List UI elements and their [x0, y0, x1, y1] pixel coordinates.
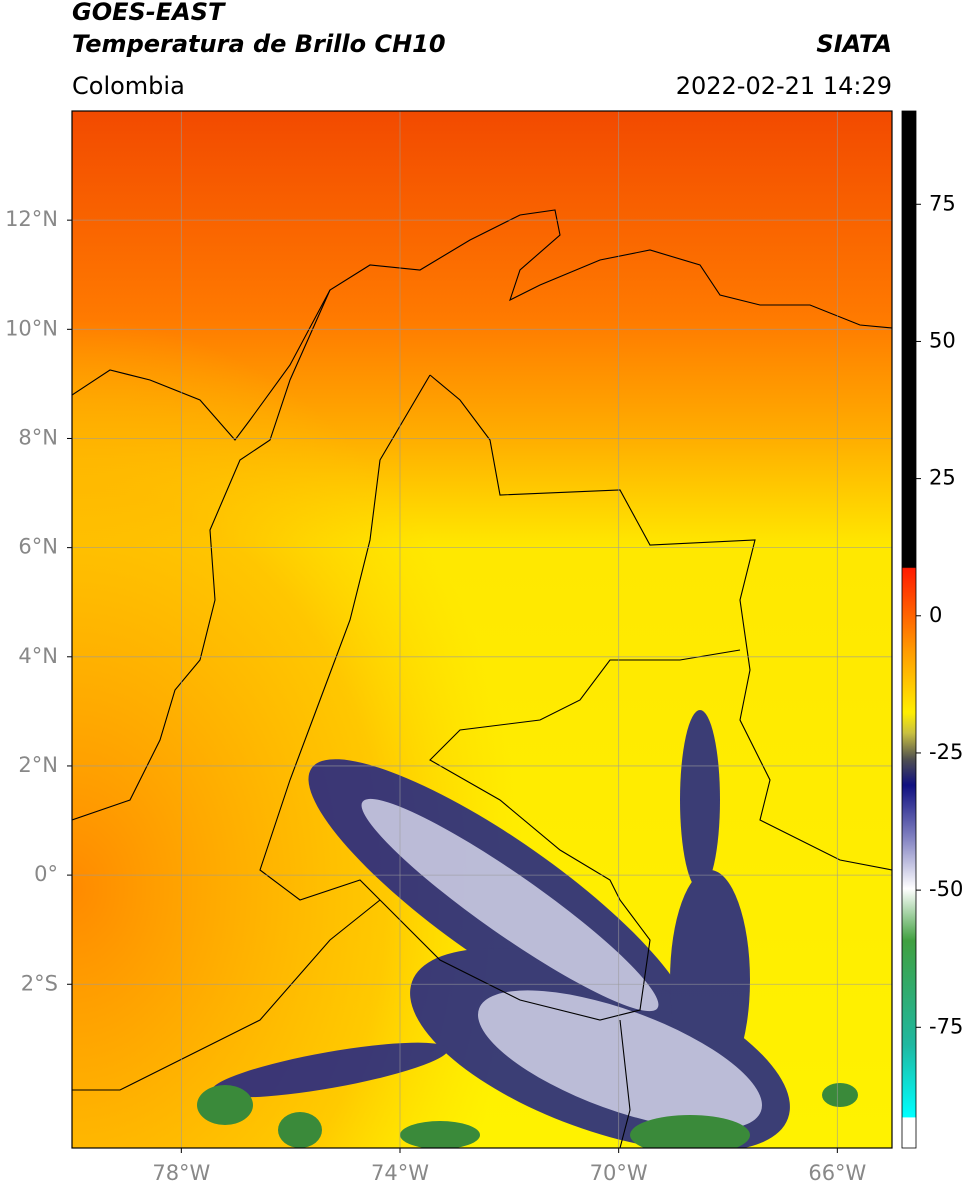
colorbar-tick-label: 50	[929, 328, 956, 352]
graticule	[72, 111, 892, 1148]
colorbar-tick-label: 25	[929, 466, 956, 490]
x-tick-label: 78°W	[152, 1161, 210, 1185]
colorbar-tick-label: -75	[929, 1014, 963, 1038]
colorbar-tick-label: -50	[929, 877, 963, 901]
region: Colombia	[72, 72, 185, 100]
y-tick-label: 2°S	[21, 971, 58, 995]
y-tick-label: 0°	[34, 862, 58, 886]
y-tick-label: 4°N	[18, 644, 58, 668]
map-frame	[71, 110, 893, 1149]
source: SIATA	[816, 30, 892, 58]
y-tick-label: 6°N	[18, 535, 58, 559]
y-tick-label: 2°N	[18, 753, 58, 777]
map-image	[72, 111, 892, 1148]
title: GOES-EAST	[72, 0, 226, 26]
colorbar-tick-label: -25	[929, 740, 963, 764]
y-tick-label: 10°N	[5, 316, 58, 340]
colorbar	[901, 110, 917, 1149]
x-tick-label: 66°W	[808, 1161, 866, 1185]
colorbar-tick-label: 0	[929, 603, 942, 627]
y-tick-label: 8°N	[18, 425, 58, 449]
x-tick-label: 74°W	[371, 1161, 429, 1185]
y-tick-label: 12°N	[5, 207, 58, 231]
colorbar-tick-label: 75	[929, 191, 956, 215]
x-tick-label: 70°W	[590, 1161, 648, 1185]
datetime: 2022-02-21 14:29	[676, 72, 892, 100]
subtitle: Temperatura de Brillo CH10	[72, 30, 446, 58]
